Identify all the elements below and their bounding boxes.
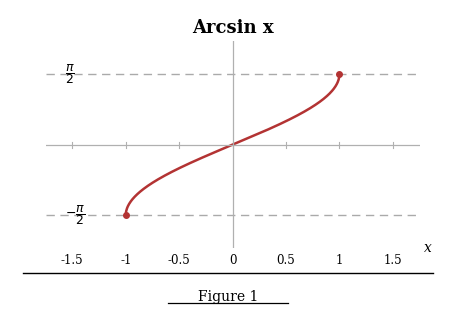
Text: Figure 1: Figure 1 [197,290,258,304]
Text: x: x [423,241,431,255]
Text: $-\dfrac{\pi}{2}$: $-\dfrac{\pi}{2}$ [65,203,85,227]
Text: $\dfrac{\pi}{2}$: $\dfrac{\pi}{2}$ [65,62,75,86]
Title: Arcsin x: Arcsin x [191,19,273,37]
